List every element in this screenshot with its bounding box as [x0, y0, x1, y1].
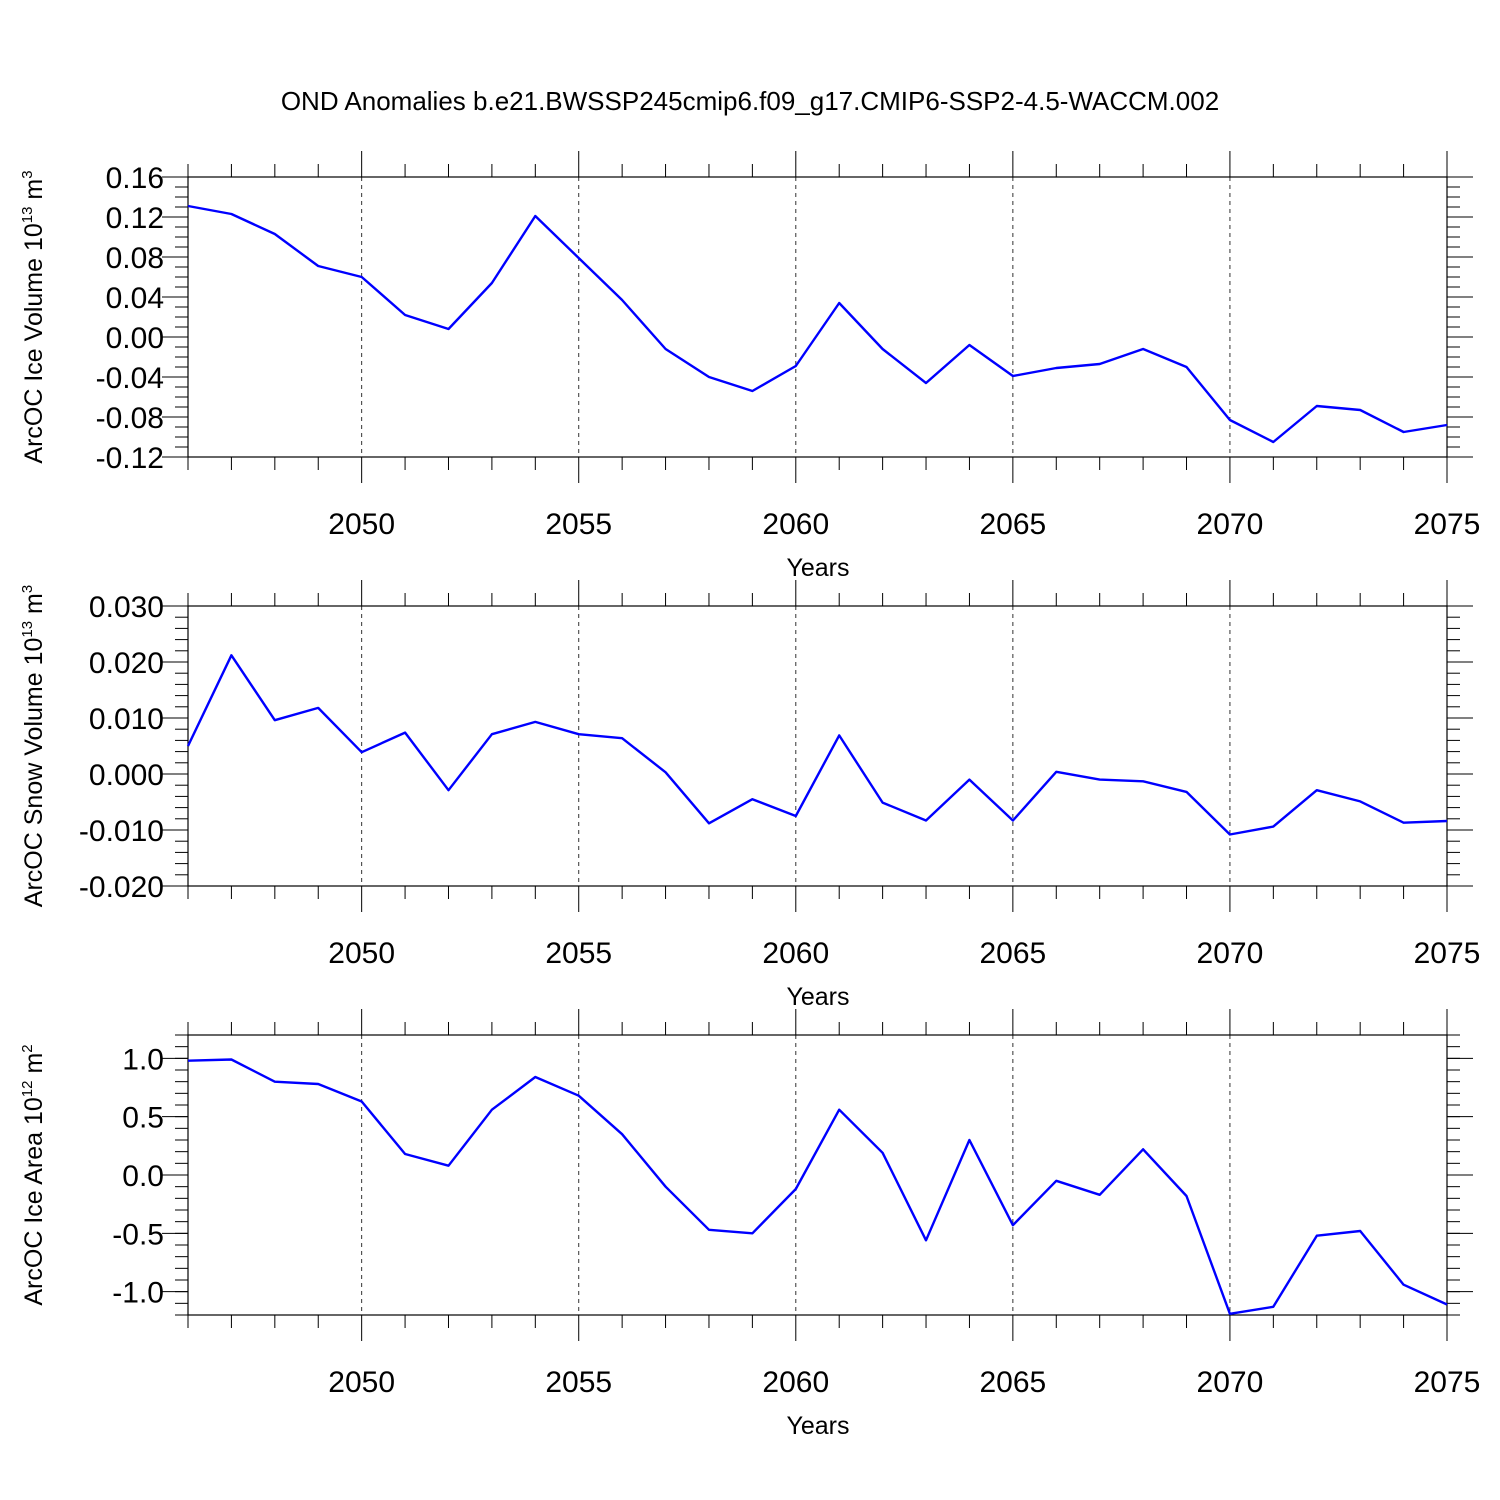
x-tick-label: 2075 — [1414, 1366, 1481, 1399]
series-line — [187, 1058, 1448, 1316]
x-axis-label: Years — [786, 983, 849, 1011]
y-tick-label: -0.08 — [96, 402, 164, 435]
panel-1: 0.16 0.12 0.08 0.04 0.00 -0.04 -0.08 -0.12 2050 2… — [19, 151, 1480, 582]
y-tick-label: -0.5 — [112, 1218, 164, 1251]
y-tick-label: 0.020 — [89, 647, 164, 680]
x-tick-label: 2050 — [328, 937, 395, 970]
y-tick-label: -0.020 — [79, 871, 164, 904]
y-axis-label: ArcOC Ice Volume 1013 m3 — [19, 170, 48, 463]
x-tick-label: 2050 — [328, 1366, 395, 1399]
y-axis-label: ArcOC Snow Volume 1013 m3 — [19, 585, 48, 907]
x-tick-label: 2065 — [979, 937, 1046, 970]
y-tick-label: 0.000 — [89, 759, 164, 792]
y-tick-label: -1.0 — [112, 1277, 164, 1310]
chart-panels: 0.16 0.12 0.08 0.04 0.00 -0.04 -0.08 -0.12 2050 2… — [19, 151, 1480, 1440]
y-tick-label: 1.0 — [122, 1043, 164, 1076]
x-tick-label: 2060 — [762, 508, 829, 541]
x-tick-label: 2070 — [1197, 1366, 1264, 1399]
x-axis-label: Years — [786, 554, 849, 582]
y-tick-label: -0.010 — [79, 815, 164, 848]
y-tick-label: 0.0 — [122, 1160, 164, 1193]
x-tick-label: 2050 — [328, 508, 395, 541]
y-tick-label: 0.12 — [106, 202, 164, 235]
x-tick-label: 2055 — [545, 937, 612, 970]
x-tick-label: 2060 — [762, 1366, 829, 1399]
y-tick-label: 0.00 — [106, 322, 164, 355]
x-axis-label: Years — [786, 1412, 849, 1440]
x-tick-label: 2065 — [979, 508, 1046, 541]
y-tick-label: 0.030 — [89, 591, 164, 624]
x-tick-label: 2060 — [762, 937, 829, 970]
x-tick-label: 2055 — [545, 508, 612, 541]
x-tick-label: 2070 — [1197, 937, 1264, 970]
panel-2: 0.030 0.020 0.010 0.000 -0.010 -0.020 2050 2055… — [19, 580, 1480, 1011]
x-tick-label: 2075 — [1414, 508, 1481, 541]
chart-title: OND Anomalies b.e21.BWSSP245cmip6.f09_g1… — [281, 86, 1219, 116]
y-tick-label: 0.08 — [106, 242, 164, 275]
plot-frame — [187, 1034, 1448, 1316]
series-line — [187, 204, 1448, 444]
y-axis-label: ArcOC Ice Area 1012 m2 — [19, 1044, 48, 1305]
y-tick-label: 0.5 — [122, 1102, 164, 1135]
x-tick-label: 2055 — [545, 1366, 612, 1399]
y-tick-label: -0.12 — [96, 442, 164, 475]
x-tick-label: 2070 — [1197, 508, 1264, 541]
x-tick-label: 2075 — [1414, 937, 1481, 970]
y-tick-label: 0.010 — [89, 703, 164, 736]
x-tick-label: 2065 — [979, 1366, 1046, 1399]
panel-3: 1.0 0.5 0.0 -0.5 -1.0 2050 2055 2060 2065 2070 207… — [19, 1009, 1480, 1440]
y-tick-label: -0.04 — [96, 362, 164, 395]
plot-frame — [187, 176, 1448, 458]
y-tick-label: 0.04 — [106, 282, 164, 315]
y-tick-label: 0.16 — [106, 162, 164, 195]
series-line — [186, 654, 1448, 836]
